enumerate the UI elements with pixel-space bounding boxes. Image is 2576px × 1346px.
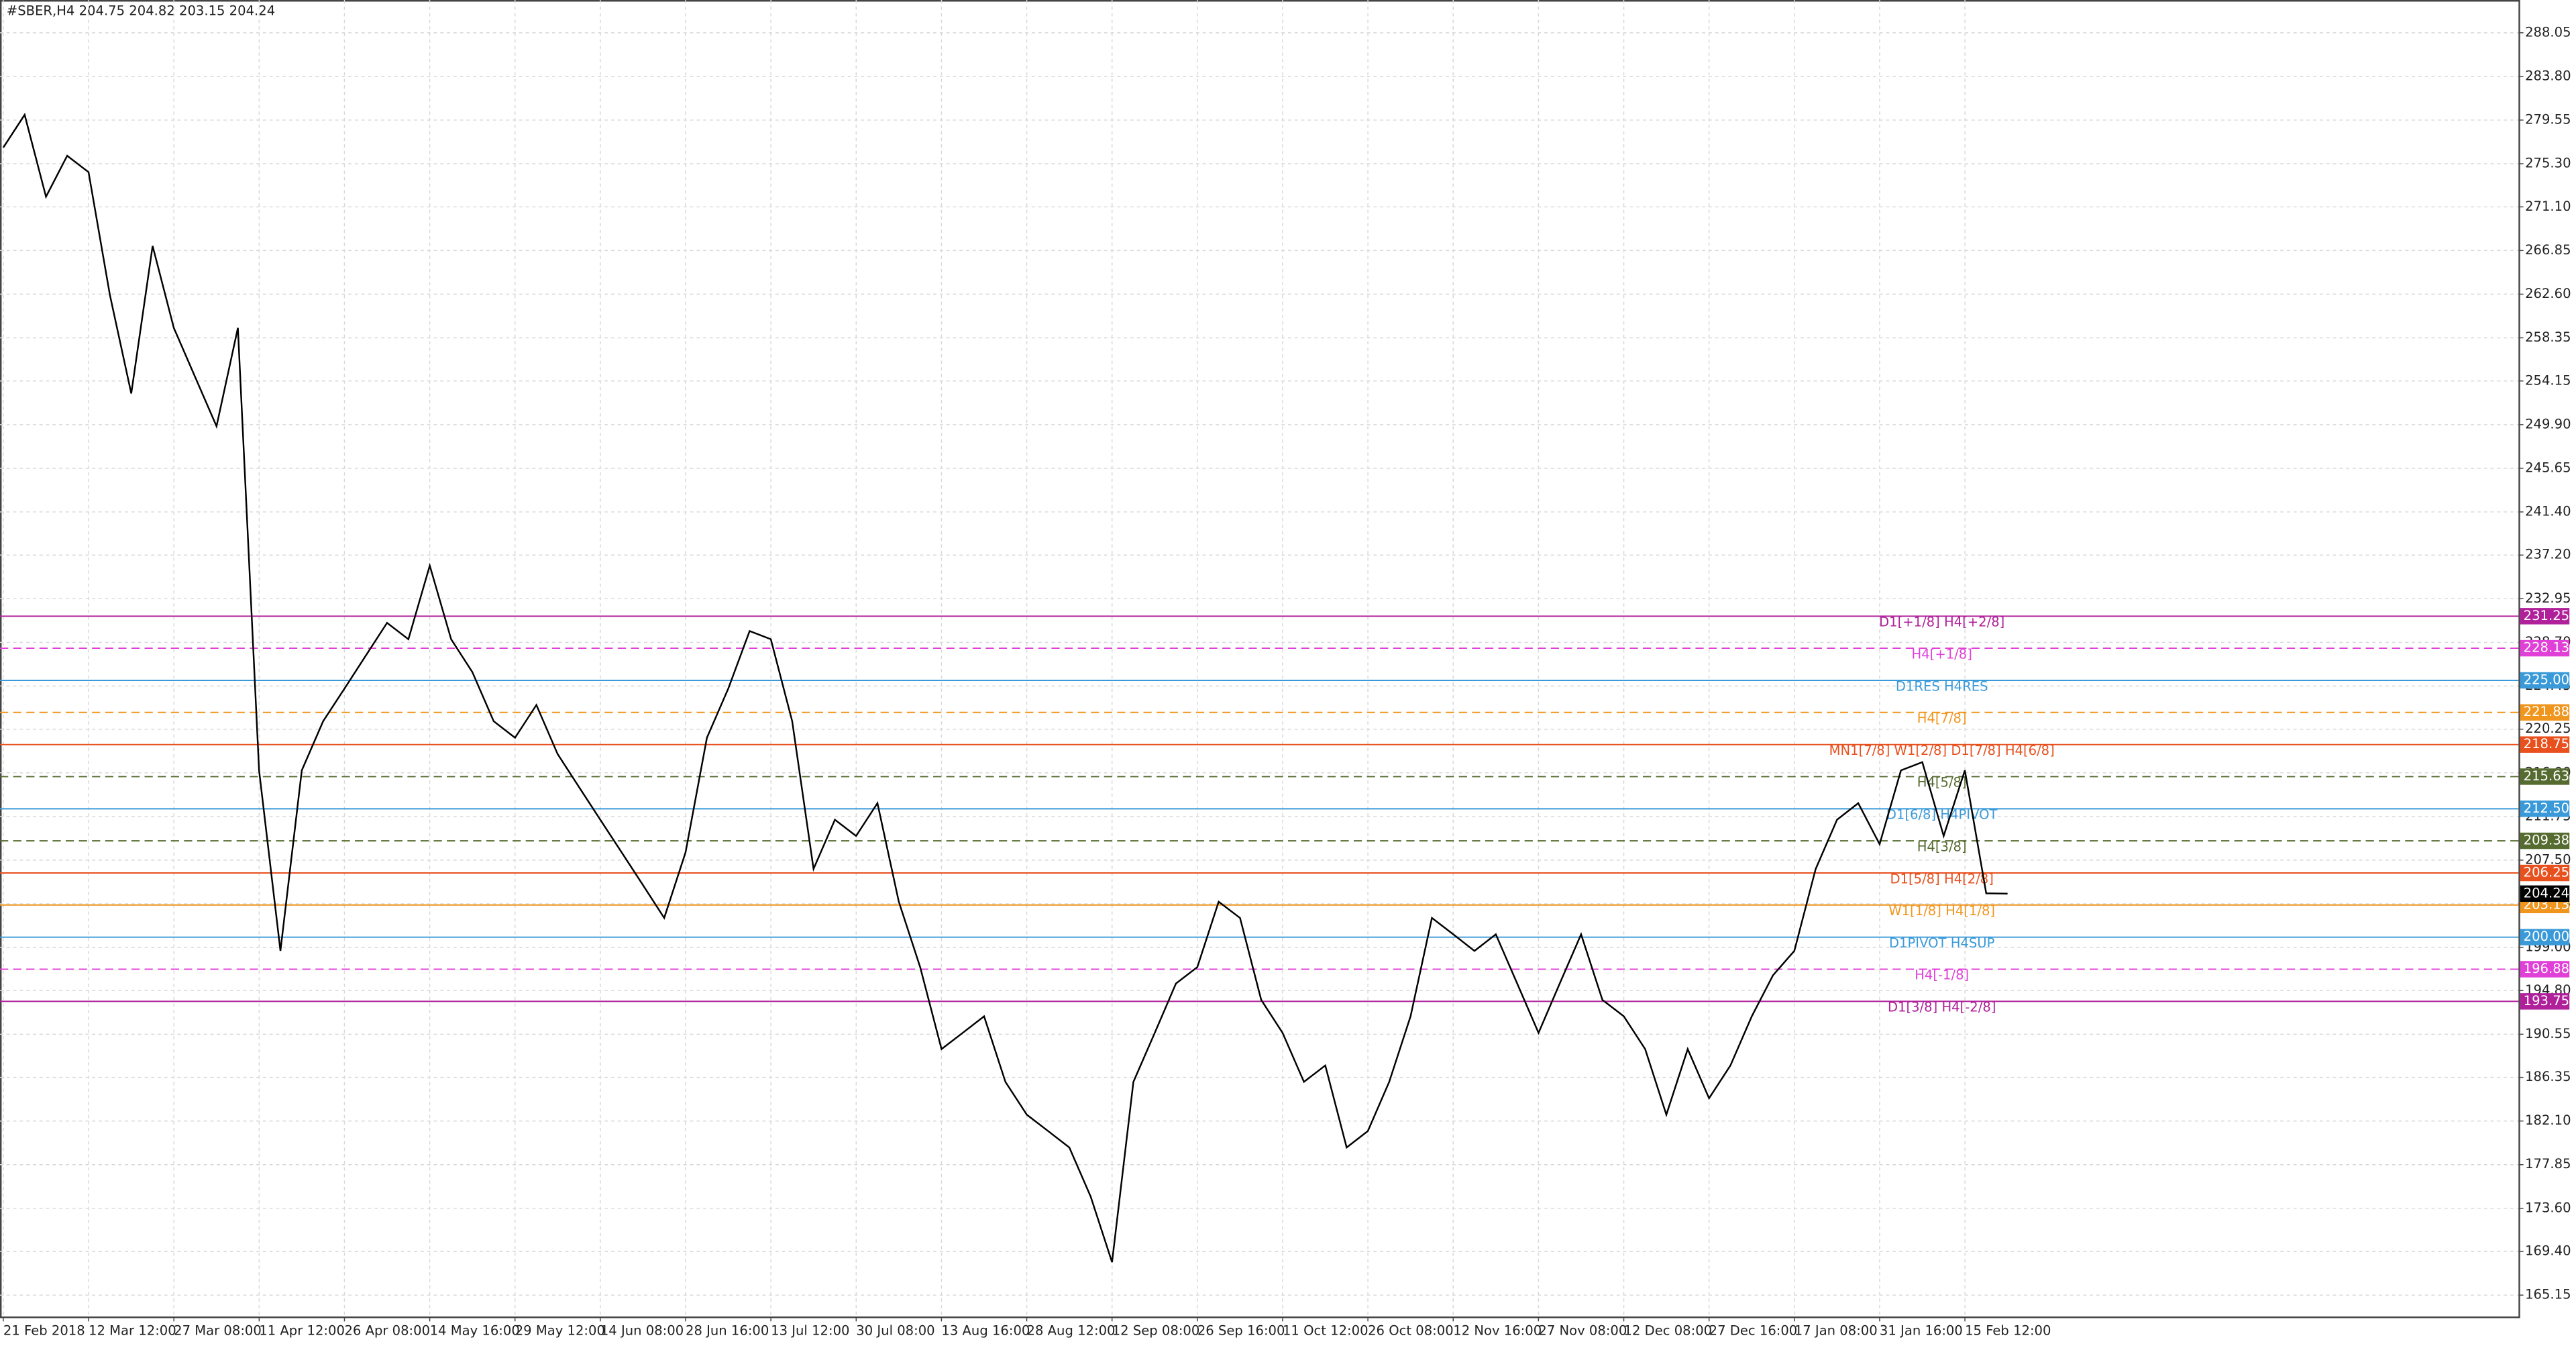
level-label: H4[-1/8] <box>1915 968 1969 983</box>
level-price-box <box>2520 993 2570 1010</box>
x-tick-label: 28 Jun 16:00 <box>686 1323 769 1339</box>
level-label: D1[5/8] H4[2/8] <box>1890 871 1993 886</box>
level-price-box <box>2520 704 2570 721</box>
level-label: D1[6/8] H4PIVOT <box>1886 807 1998 823</box>
y-tick-label: 258.35 <box>2525 329 2571 345</box>
level-label: H4[3/8] <box>1917 839 1967 854</box>
level-label: H4[+1/8] <box>1912 646 1972 662</box>
level-price: 200.00 <box>2524 929 2569 944</box>
x-tick-label: 17 Jan 08:00 <box>1794 1323 1878 1339</box>
x-tick-label: 14 Jun 08:00 <box>600 1323 684 1339</box>
x-tick-label: 27 Mar 08:00 <box>174 1323 262 1339</box>
chart-title: #SBER,H4 204.75 204.82 203.15 204.24 <box>7 3 275 19</box>
level-price: 206.25 <box>2524 865 2569 880</box>
y-tick-label: 275.30 <box>2525 156 2571 171</box>
x-tick-label: 13 Aug 16:00 <box>941 1323 1030 1339</box>
level-price: 231.25 <box>2524 608 2569 623</box>
x-tick-label: 26 Sep 16:00 <box>1197 1323 1285 1339</box>
y-tick-label: 177.85 <box>2525 1156 2571 1172</box>
x-tick-label: 12 Mar 12:00 <box>89 1323 176 1339</box>
x-tick-label: 31 Jan 16:00 <box>1880 1323 1963 1339</box>
plot-border <box>0 0 2520 1318</box>
x-tick-label: 28 Aug 12:00 <box>1027 1323 1116 1339</box>
level-label: H4[7/8] <box>1917 711 1967 726</box>
x-tick-label: 12 Dec 08:00 <box>1624 1323 1713 1339</box>
price-line <box>2 113 2008 1263</box>
x-tick-label: 27 Dec 16:00 <box>1709 1323 1798 1339</box>
x-tick-label: 11 Apr 12:00 <box>259 1323 345 1339</box>
level-price: 228.13 <box>2524 640 2569 656</box>
y-tick-label: 190.55 <box>2525 1026 2571 1041</box>
level-label: D1RES H4RES <box>1896 678 1988 694</box>
y-tick-label: 186.35 <box>2525 1069 2571 1084</box>
x-tick-label: 12 Nov 16:00 <box>1453 1323 1542 1339</box>
level-label: W1[1/8] H4[1/8] <box>1888 903 1995 919</box>
y-tick-label: 182.10 <box>2525 1112 2571 1128</box>
x-tick-label: 26 Oct 08:00 <box>1368 1323 1454 1339</box>
x-tick-label: 26 Apr 08:00 <box>344 1323 430 1339</box>
x-tick-label: 27 Nov 08:00 <box>1538 1323 1627 1339</box>
y-tick-label: 207.50 <box>2525 851 2571 867</box>
y-tick-label: 254.15 <box>2525 372 2571 388</box>
current-price-box <box>2520 885 2570 902</box>
x-tick-label: 29 May 12:00 <box>515 1323 605 1339</box>
y-tick-label: 271.10 <box>2525 199 2571 214</box>
level-price: 193.75 <box>2524 993 2569 1008</box>
y-tick-label: 165.15 <box>2525 1287 2571 1302</box>
level-price-box <box>2520 864 2570 882</box>
x-tick-label: 21 Feb 2018 <box>3 1323 85 1339</box>
level-price-box <box>2520 800 2570 817</box>
level-price-box <box>2520 768 2570 785</box>
level-label: D1[3/8] H4[-2/8] <box>1888 1000 1996 1015</box>
x-tick-label: 15 Feb 12:00 <box>1965 1323 2051 1339</box>
y-tick-label: 283.80 <box>2525 68 2571 83</box>
level-label: MN1[7/8] W1[2/8] D1[7/8] H4[6/8] <box>1829 743 2055 758</box>
y-tick-label: 262.60 <box>2525 286 2571 301</box>
level-price-box <box>2520 672 2570 689</box>
level-price: 218.75 <box>2524 736 2569 752</box>
level-price: 221.88 <box>2524 704 2569 719</box>
y-tick-label: 245.65 <box>2525 460 2571 475</box>
level-label: D1[+1/8] H4[+2/8] <box>1879 615 2004 630</box>
level-price-box <box>2520 929 2570 945</box>
level-price: 215.63 <box>2524 768 2569 784</box>
y-tick-label: 279.55 <box>2525 111 2571 127</box>
level-label: D1PIVOT H4SUP <box>1889 935 1995 951</box>
level-price-box <box>2520 639 2570 657</box>
y-tick-label: 241.40 <box>2525 503 2571 519</box>
level-price: 225.00 <box>2524 672 2569 688</box>
y-tick-label: 237.20 <box>2525 547 2571 562</box>
x-tick-label: 30 Jul 08:00 <box>856 1323 934 1339</box>
y-tick-label: 169.40 <box>2525 1243 2571 1259</box>
x-tick-label: 13 Jul 12:00 <box>771 1323 849 1339</box>
level-price: 196.88 <box>2524 961 2569 976</box>
x-tick-label: 12 Sep 08:00 <box>1112 1323 1200 1339</box>
y-tick-label: 249.90 <box>2525 416 2571 431</box>
x-tick-label: 14 May 16:00 <box>430 1323 520 1339</box>
y-tick-label: 173.60 <box>2525 1200 2571 1215</box>
level-price-box <box>2520 832 2570 849</box>
level-price: 209.38 <box>2524 833 2569 848</box>
y-tick-label: 232.95 <box>2525 590 2571 606</box>
level-price: 212.50 <box>2524 800 2569 816</box>
level-price-box <box>2520 961 2570 978</box>
x-tick-label: 11 Oct 12:00 <box>1283 1323 1368 1339</box>
current-price: 204.24 <box>2524 885 2569 900</box>
y-tick-label: 288.05 <box>2525 24 2571 40</box>
level-price-box <box>2520 608 2570 625</box>
level-price-box <box>2520 736 2570 753</box>
y-tick-label: 220.25 <box>2525 721 2571 736</box>
y-tick-label: 266.85 <box>2525 242 2571 258</box>
